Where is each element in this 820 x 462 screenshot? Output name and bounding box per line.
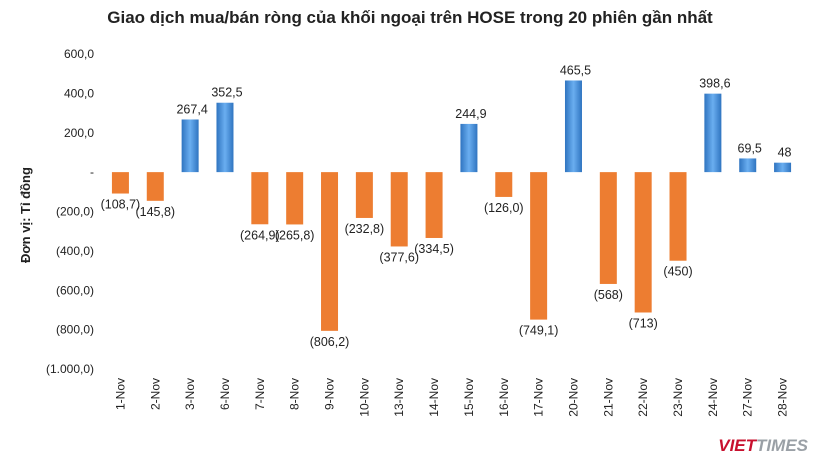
x-tick-label: 13-Nov bbox=[392, 378, 406, 417]
data-label: (265,8) bbox=[275, 228, 315, 242]
bar bbox=[530, 172, 548, 320]
bar bbox=[286, 172, 304, 225]
y-tick-label: 600,0 bbox=[64, 47, 94, 61]
data-label: (334,5) bbox=[414, 242, 454, 256]
x-tick-label: 6-Nov bbox=[218, 378, 232, 410]
bar bbox=[355, 172, 373, 218]
y-tick-label: (600,0) bbox=[56, 283, 94, 297]
bar bbox=[146, 172, 164, 201]
data-label: (145,8) bbox=[135, 205, 175, 219]
bar bbox=[564, 80, 582, 173]
bar bbox=[251, 172, 269, 225]
data-label: (232,8) bbox=[345, 222, 385, 236]
x-tick-label: 17-Nov bbox=[532, 378, 546, 417]
x-tick-label: 21-Nov bbox=[601, 378, 615, 417]
x-tick-label: 8-Nov bbox=[288, 378, 302, 410]
x-tick-label: 20-Nov bbox=[566, 378, 580, 417]
y-tick-label: - bbox=[90, 165, 94, 179]
data-label: (126,0) bbox=[484, 201, 524, 215]
bars bbox=[111, 80, 792, 331]
bar bbox=[739, 158, 757, 173]
bar bbox=[321, 172, 339, 331]
bar bbox=[390, 172, 408, 247]
x-axis: 1-Nov 2-Nov 3-Nov 6-Nov 7-Nov 8-Nov 9-Nov 10-No… bbox=[113, 378, 789, 417]
data-label: (450) bbox=[663, 265, 692, 279]
x-tick-label: 27-Nov bbox=[741, 378, 755, 417]
bar bbox=[111, 172, 129, 194]
x-tick-label: 28-Nov bbox=[776, 378, 790, 417]
x-tick-label: 24-Nov bbox=[706, 378, 720, 417]
y-tick-label: (400,0) bbox=[56, 244, 94, 258]
data-label: 352,5 bbox=[211, 86, 242, 100]
x-tick-label: 7-Nov bbox=[253, 378, 267, 410]
x-tick-label: 15-Nov bbox=[462, 378, 476, 417]
data-label: 48 bbox=[778, 146, 792, 160]
bar bbox=[704, 93, 722, 173]
bar bbox=[669, 172, 687, 261]
y-axis: 600,0 400,0 200,0 - (200,0) (400,0) (600,0) (80… bbox=[46, 47, 94, 376]
bar bbox=[181, 119, 199, 173]
y-tick-label: (1.000,0) bbox=[46, 362, 94, 376]
x-tick-label: 23-Nov bbox=[671, 378, 685, 417]
x-tick-label: 9-Nov bbox=[323, 378, 337, 410]
bar bbox=[634, 172, 652, 313]
data-label: 398,6 bbox=[699, 77, 730, 91]
data-label: (377,6) bbox=[379, 250, 419, 264]
y-tick-label: (800,0) bbox=[56, 323, 94, 337]
x-tick-label: 1-Nov bbox=[113, 378, 127, 410]
y-tick-label: (200,0) bbox=[56, 205, 94, 219]
data-label: 465,5 bbox=[560, 63, 591, 77]
data-label: 267,4 bbox=[176, 102, 207, 116]
data-label: 244,9 bbox=[455, 107, 486, 121]
bar bbox=[425, 172, 443, 238]
data-label: (713) bbox=[629, 316, 658, 330]
y-axis-title: Đơn vị: Tỉ đồng bbox=[18, 167, 33, 263]
data-label: (264,9) bbox=[240, 228, 280, 242]
data-labels: (108,7)(145,8) 267,4 352,5 (264,9)(265,8) (8… bbox=[101, 63, 792, 348]
y-tick-label: 200,0 bbox=[64, 126, 94, 140]
data-label: 69,5 bbox=[738, 141, 762, 155]
data-label: (568) bbox=[594, 288, 623, 302]
bar bbox=[460, 123, 478, 173]
x-tick-label: 10-Nov bbox=[357, 378, 371, 417]
viettimes-logo: VIETTIMES bbox=[718, 436, 808, 455]
data-label: (806,2) bbox=[310, 335, 350, 349]
x-tick-label: 2-Nov bbox=[148, 378, 162, 410]
x-tick-label: 22-Nov bbox=[636, 378, 650, 417]
x-tick-label: 14-Nov bbox=[427, 378, 441, 417]
bar bbox=[599, 172, 617, 284]
x-tick-label: 16-Nov bbox=[497, 378, 511, 417]
chart-title: Giao dịch mua/bán ròng của khối ngoại tr… bbox=[107, 8, 713, 27]
data-label: (108,7) bbox=[101, 198, 141, 212]
bar bbox=[216, 102, 234, 173]
y-tick-label: 400,0 bbox=[64, 86, 94, 100]
bar bbox=[495, 172, 513, 197]
data-label: (749,1) bbox=[519, 324, 559, 338]
bar bbox=[774, 162, 792, 173]
x-tick-label: 3-Nov bbox=[183, 378, 197, 410]
